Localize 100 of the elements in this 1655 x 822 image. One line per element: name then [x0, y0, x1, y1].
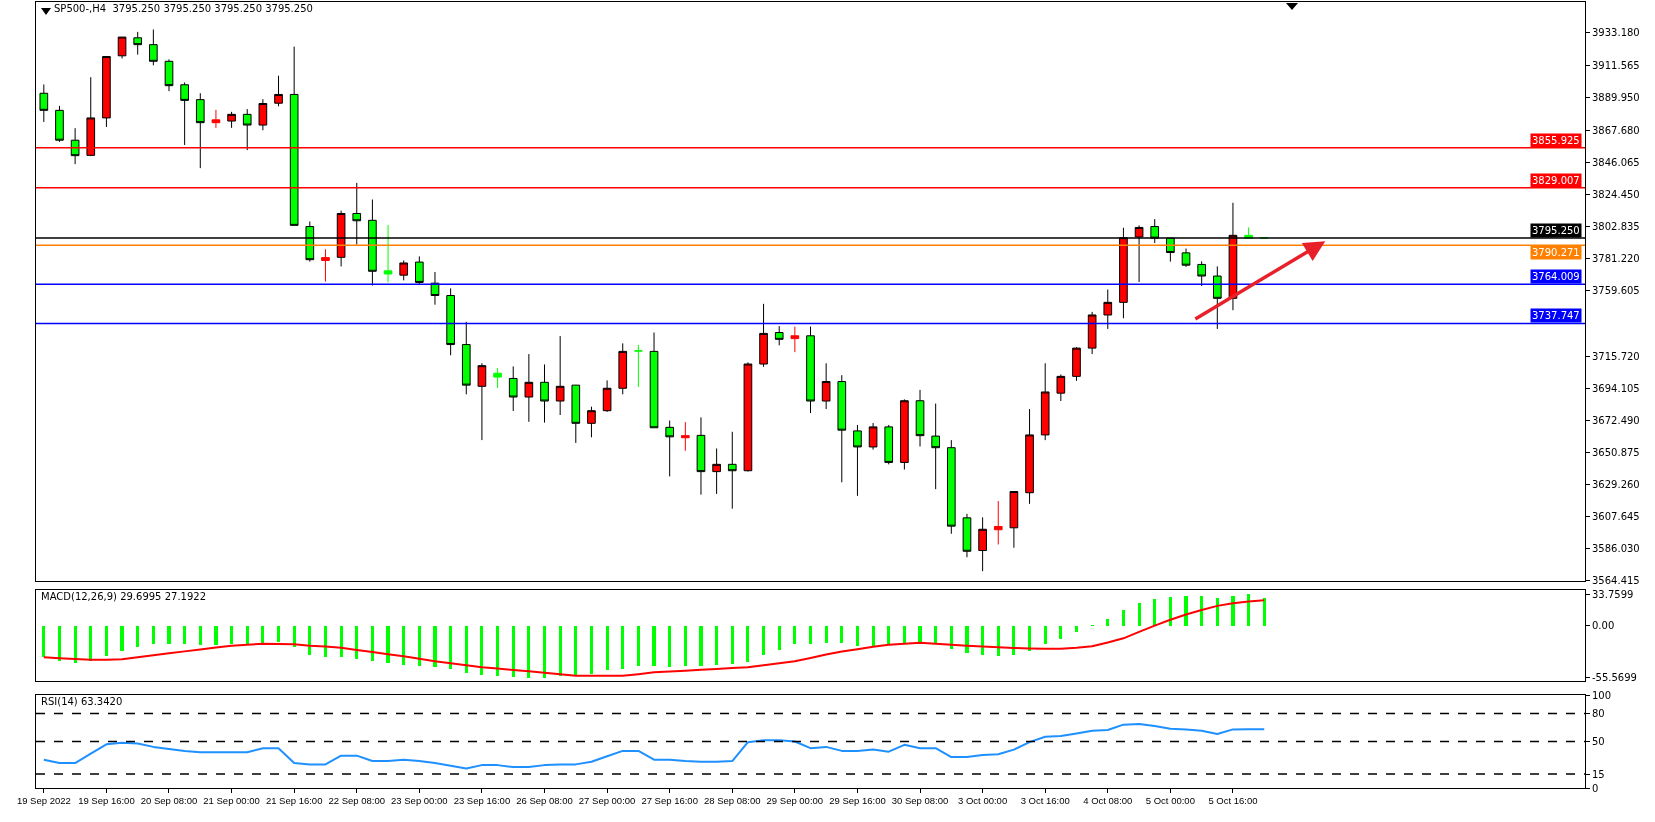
bar: [699, 626, 703, 666]
candlestick: [790, 326, 800, 353]
candlestick: [821, 362, 831, 410]
bar: [1247, 594, 1250, 626]
y-tick-label: 3672.490: [1592, 414, 1640, 426]
bar: [543, 626, 546, 678]
candlestick: [618, 342, 628, 395]
candlestick: [946, 439, 956, 535]
candlestick: [774, 325, 784, 346]
bar: [74, 626, 77, 663]
candlestick: [1103, 289, 1113, 330]
x-tick-label: 21 Sep 00:00: [203, 795, 260, 807]
x-tick-label: 19 Sep 2022: [16, 795, 71, 807]
candlestick: [195, 92, 205, 169]
candlestick: [430, 271, 440, 306]
x-tick-label: 29 Sep 00:00: [766, 795, 824, 807]
bar: [778, 626, 781, 650]
candlestick: [712, 447, 721, 495]
candlestick: [540, 363, 549, 424]
bar: [574, 626, 577, 675]
candlestick: [978, 516, 987, 572]
candlestick: [868, 422, 878, 451]
candlestick: [900, 398, 909, 471]
bar: [1184, 596, 1188, 626]
candlestick: [415, 255, 424, 285]
candlestick: [587, 406, 596, 438]
candlestick: [477, 362, 487, 441]
candlestick: [321, 248, 330, 283]
bar: [1028, 626, 1031, 651]
x-tick-label: 20 Sep 08:00: [140, 795, 198, 807]
x-tick-label: 4 Oct 08:00: [1083, 795, 1133, 807]
x-tick-label: 23 Sep 16:00: [453, 795, 511, 807]
chart-title: SP500-,H4 3795.250 3795.250 3795.250 3795.250: [54, 3, 313, 14]
candlestick: [727, 431, 737, 510]
bar: [512, 626, 515, 677]
candlestick: [461, 321, 471, 395]
bar: [136, 626, 139, 647]
y-tick-label: 3867.680: [1592, 124, 1640, 136]
x-tick-label: 27 Sep 00:00: [578, 795, 636, 807]
y-tick-label: 0.00: [1592, 620, 1615, 632]
bar: [559, 626, 562, 676]
y-tick-label: 33.7599: [1592, 588, 1634, 600]
y-tick-label: -55.5699: [1592, 672, 1637, 684]
bar: [965, 626, 969, 653]
bar: [1138, 603, 1141, 626]
candlestick: [602, 379, 612, 413]
bar: [230, 626, 233, 644]
y-tick-label: 3911.565: [1592, 59, 1640, 71]
bar: [120, 626, 124, 651]
bar: [731, 626, 734, 664]
candlestick: [1072, 346, 1081, 382]
bar: [981, 626, 984, 655]
candlestick: [274, 75, 283, 107]
bar: [324, 626, 327, 657]
candlestick: [915, 389, 925, 447]
candlestick: [680, 421, 690, 452]
bar: [1169, 597, 1172, 626]
candlestick: [493, 367, 502, 389]
y-tick-label: 3586.030: [1592, 543, 1640, 555]
y-tick-label: 3781.220: [1592, 253, 1640, 265]
bar: [621, 626, 624, 669]
x-tick-label: 21 Sep 16:00: [265, 795, 323, 807]
candlestick: [242, 108, 252, 151]
bar: [418, 626, 421, 666]
candlestick: [1087, 311, 1097, 355]
y-tick-label: 3607.645: [1592, 511, 1640, 523]
bar: [903, 626, 906, 643]
x-tick-label: 23 Sep 00:00: [391, 795, 448, 807]
y-tick-label: 3759.605: [1592, 285, 1640, 297]
x-tick-label: 26 Sep 08:00: [516, 795, 573, 807]
y-tick-label: 100: [1592, 689, 1612, 701]
y-tick-label: 15: [1592, 768, 1605, 780]
bar: [308, 626, 311, 655]
y-tick-label: 3889.950: [1592, 91, 1640, 103]
bar: [590, 626, 593, 674]
bar: [42, 626, 45, 657]
bar: [825, 626, 828, 643]
bar: [402, 626, 405, 665]
bar: [433, 626, 437, 667]
bar: [496, 626, 499, 676]
bar: [1200, 596, 1203, 626]
bar: [1059, 626, 1062, 639]
ref-line-label: 3790.271: [1532, 247, 1580, 258]
bar: [1044, 626, 1047, 644]
y-tick-label: 3802.835: [1592, 221, 1640, 233]
candlestick: [634, 344, 643, 388]
candlestick: [39, 83, 49, 123]
candlestick: [164, 58, 174, 92]
bar: [606, 626, 609, 670]
x-tick-label: 28 Sep 08:00: [704, 795, 761, 807]
bar: [277, 626, 280, 642]
x-tick-label: 27 Sep 16:00: [641, 795, 698, 807]
bar: [199, 626, 202, 645]
bar: [872, 626, 875, 646]
bar: [1106, 619, 1109, 626]
bar: [527, 626, 530, 678]
y-tick-label: 3824.450: [1592, 189, 1640, 201]
candlestick: [665, 420, 675, 477]
bar: [449, 626, 452, 669]
candlestick: [149, 28, 158, 66]
